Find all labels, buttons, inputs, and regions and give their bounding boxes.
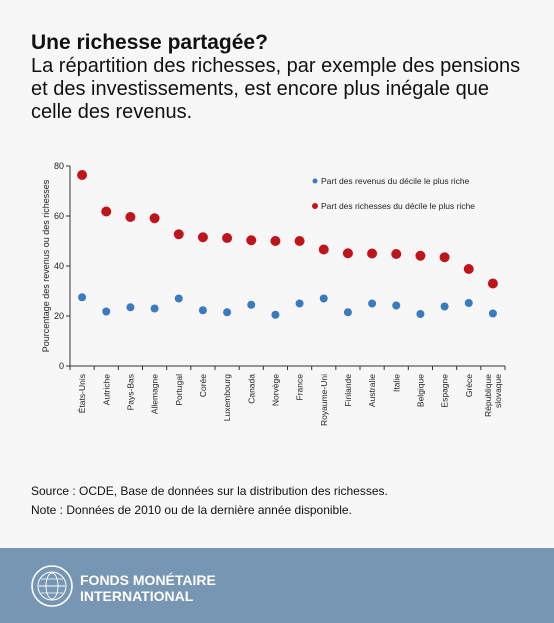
x-tick-label: Norvège [270, 374, 280, 406]
data-point-series-1 [440, 302, 449, 311]
data-point-series-1 [150, 304, 159, 313]
data-point-series-2 [318, 244, 329, 255]
y-tick-label: 60 [54, 211, 64, 221]
x-tick-label: Portugal [174, 374, 184, 406]
chart-subtitle: La répartition des richesses, par exempl… [31, 55, 521, 123]
data-point-series-2 [125, 212, 136, 222]
y-tick-label: 80 [54, 161, 64, 171]
source-note: Source : OCDE, Base de données sur la di… [31, 484, 388, 498]
data-point-series-2 [101, 206, 112, 217]
data-note: Note : Données de 2010 ou de la dernière… [31, 503, 352, 517]
org-name-line1: FONDS MONÉTAIRE [80, 572, 216, 588]
data-point-series-1 [198, 306, 207, 315]
data-point-series-1 [174, 294, 183, 303]
legend-label-series-2: Part des richesses du décile le plus ric… [321, 201, 475, 211]
x-tick-label: slovaque [493, 374, 503, 408]
x-tick-label: Canada [246, 374, 256, 404]
x-tick-label: Grèce [464, 374, 474, 397]
data-point-series-1 [319, 294, 328, 303]
data-point-series-2 [487, 278, 498, 289]
imf-seal-icon [31, 565, 73, 607]
data-point-series-2 [270, 236, 281, 246]
data-point-series-1 [271, 310, 280, 319]
data-point-series-2 [463, 264, 474, 274]
x-tick-label: République [483, 374, 493, 417]
data-point-series-2 [77, 170, 88, 180]
y-tick-label: 40 [54, 261, 64, 271]
org-name-line2: INTERNATIONAL [80, 588, 194, 604]
legend-marker-series-2 [312, 203, 318, 209]
data-point-series-2 [391, 249, 402, 259]
x-tick-label: Allemagne [150, 374, 160, 414]
data-point-series-1 [102, 307, 111, 316]
x-tick-label: Espagne [440, 374, 450, 408]
data-point-series-2 [246, 235, 257, 246]
x-tick-label: États-Unis [77, 374, 87, 413]
data-point-series-2 [439, 252, 450, 263]
org-name: FONDS MONÉTAIRE INTERNATIONAL [80, 572, 216, 604]
data-point-series-2 [149, 213, 160, 224]
data-point-series-1 [295, 299, 304, 308]
data-point-series-1 [392, 301, 401, 310]
x-tick-label: Luxembourg [222, 374, 232, 422]
footer-band [0, 548, 554, 623]
y-axis-label: Pourcentage des revenus ou des richesses [41, 179, 51, 352]
data-point-series-1 [126, 303, 135, 312]
x-tick-label: Australie [367, 374, 377, 407]
data-point-series-2 [173, 229, 184, 240]
x-tick-label: Autriche [101, 374, 111, 405]
data-point-series-2 [294, 236, 305, 246]
data-point-series-2 [342, 248, 353, 259]
data-point-series-1 [488, 309, 497, 318]
x-tick-label: Italie [391, 374, 401, 392]
y-tick-label: 20 [54, 311, 64, 321]
data-point-series-2 [222, 233, 233, 243]
chart-title: Une richesse partagée? [31, 31, 268, 54]
data-point-series-1 [416, 310, 425, 318]
y-tick-label: 0 [59, 361, 64, 371]
data-point-series-2 [415, 250, 426, 261]
x-tick-label: Corée [198, 374, 208, 397]
data-point-series-2 [367, 248, 378, 259]
data-point-series-1 [223, 308, 232, 317]
data-point-series-1 [464, 299, 473, 307]
x-tick-label: Royaume-Uni [319, 374, 329, 426]
data-point-series-1 [343, 308, 352, 317]
x-tick-label: Pays-Bas [125, 374, 135, 410]
x-tick-label: Finlande [343, 374, 353, 407]
chart-notes: Source : OCDE, Base de données sur la di… [31, 482, 388, 520]
data-point-series-1 [247, 300, 256, 309]
data-point-series-1 [78, 293, 87, 302]
data-point-series-2 [197, 232, 208, 243]
data-point-series-1 [368, 299, 377, 308]
x-tick-label: Belgique [415, 374, 425, 407]
legend-marker-series-1 [312, 178, 318, 184]
x-tick-label: France [295, 374, 305, 401]
legend-label-series-1: Part des revenus du décile le plus riche [321, 176, 470, 186]
